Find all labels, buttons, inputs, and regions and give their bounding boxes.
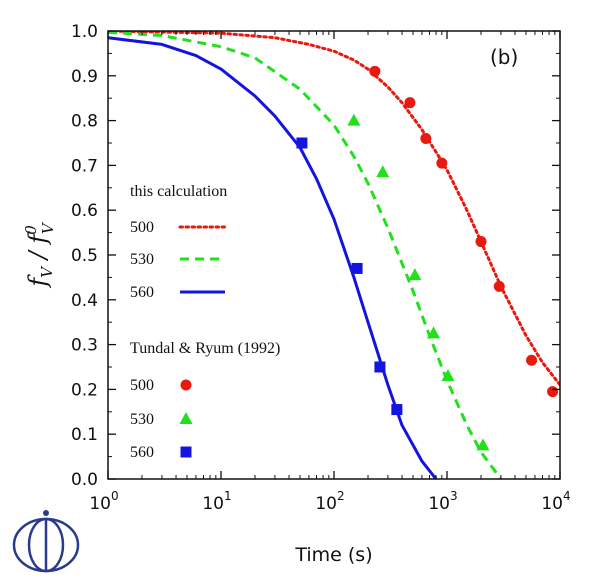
y-tick-label: 0.6 xyxy=(71,201,98,221)
x-tick-label: 101 xyxy=(202,489,231,514)
y-label-den-sup: 0 xyxy=(22,225,40,235)
legend-label-calc-530: 530 xyxy=(130,251,154,268)
legend-marker-530 xyxy=(179,412,193,424)
x-tick-label: 103 xyxy=(428,489,457,514)
legend-title-calculation: this calculation xyxy=(130,183,227,200)
logo xyxy=(12,510,80,573)
legend-label-exp-530: 530 xyxy=(130,411,154,428)
data-point-500 xyxy=(547,386,559,398)
data-point-500 xyxy=(526,354,538,366)
x-tick-label: 102 xyxy=(315,489,344,514)
y-tick-label: 0.8 xyxy=(71,112,98,132)
y-axis-title: fV / f0V xyxy=(22,221,57,289)
data-point-560 xyxy=(391,404,403,416)
data-point-500 xyxy=(420,133,432,145)
data-point-530 xyxy=(408,268,422,281)
y-tick-label: 0.1 xyxy=(71,425,98,445)
svg-text:fV / f0V: fV / f0V xyxy=(22,221,57,289)
legend-label-calc-500: 500 xyxy=(130,219,154,236)
data-point-500 xyxy=(475,236,487,248)
plot-background xyxy=(108,31,560,479)
data-point-500 xyxy=(404,97,416,109)
y-tick-label: 1.0 xyxy=(71,22,98,42)
data-point-500 xyxy=(493,280,505,292)
y-label-sub: V xyxy=(38,265,56,278)
data-point-530 xyxy=(347,113,361,126)
legend-label-calc-560: 560 xyxy=(130,284,154,301)
axes-layer: 100 101 102 103 104 0.0 0.1 0.2 0.3 0.4 0.5 0.6 0.7 0… xyxy=(71,22,571,514)
data-point-500 xyxy=(436,157,448,169)
x-tick-label: 100 xyxy=(89,489,118,514)
y-tick-label: 0.3 xyxy=(71,336,98,356)
data-point-500 xyxy=(369,65,381,77)
y-label-den-sub: V xyxy=(39,221,57,234)
x-tick-label: 104 xyxy=(541,489,570,514)
y-tick-label: 0.2 xyxy=(71,380,98,400)
legend-label-exp-500: 500 xyxy=(130,377,154,394)
panel-label: (b) xyxy=(490,45,518,69)
data-point-560 xyxy=(351,262,363,274)
legend-marker-560 xyxy=(180,446,192,458)
data-point-560 xyxy=(296,137,308,149)
legend: this calculation 500 530 560 Tundal & Ryum (… xyxy=(130,183,280,461)
data-point-560 xyxy=(374,361,386,373)
y-tick-label: 0.0 xyxy=(71,470,98,490)
y-tick-label: 0.4 xyxy=(71,291,98,311)
series-line-530 xyxy=(108,31,503,479)
legend-title-experiment: Tundal & Ryum (1992) xyxy=(130,340,280,357)
series-line-500 xyxy=(108,31,560,387)
data-point-530 xyxy=(427,326,441,339)
x-axis-title: Time (s) xyxy=(294,544,372,566)
marker-layer xyxy=(296,65,559,451)
data-point-530 xyxy=(376,165,390,178)
plot-area xyxy=(108,31,560,479)
y-tick-label: 0.7 xyxy=(71,156,98,176)
y-tick-label: 0.5 xyxy=(71,246,98,266)
data-point-530 xyxy=(441,368,455,381)
y-tick-label: 0.9 xyxy=(71,67,98,87)
legend-marker-500 xyxy=(180,379,192,391)
legend-label-exp-560: 560 xyxy=(130,444,154,461)
data-point-530 xyxy=(476,438,490,451)
